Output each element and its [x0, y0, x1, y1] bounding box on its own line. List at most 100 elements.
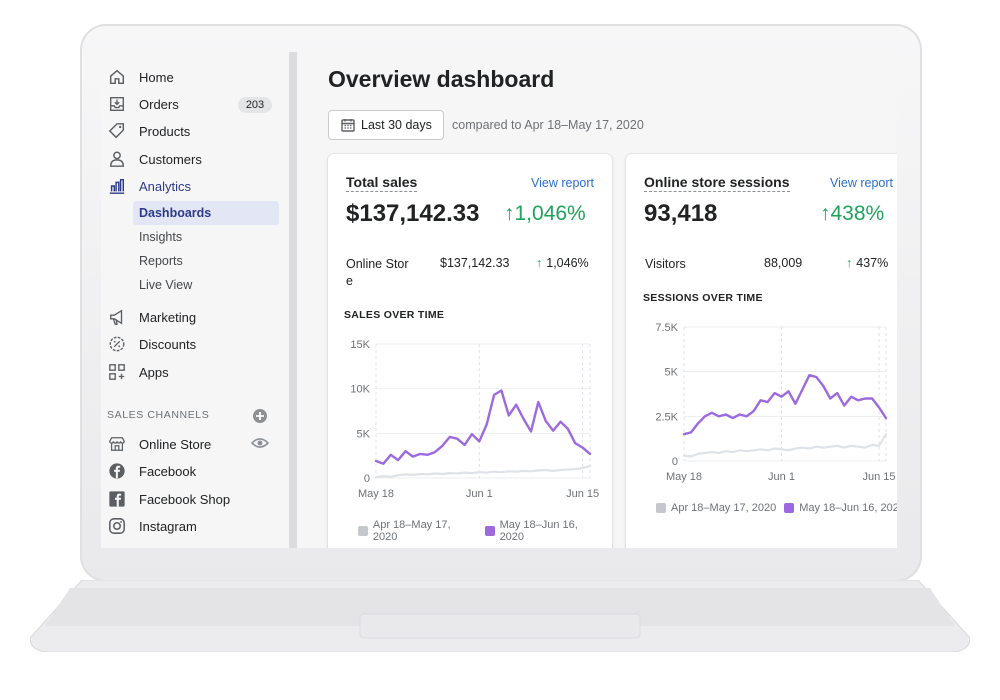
tag-icon: [107, 121, 127, 141]
sidebar-subitem-insights[interactable]: Insights: [139, 230, 183, 244]
page-title: Overview dashboard: [328, 66, 555, 92]
sidebar-scrollbar[interactable]: [289, 52, 297, 548]
calendar-icon: [341, 119, 355, 132]
sidebar-item-label: Instagram: [139, 518, 197, 534]
sidebar-subitem-dashboards[interactable]: Dashboards: [133, 201, 279, 225]
sidebar-item-label: Home: [139, 69, 174, 85]
y-tick-label: 0: [672, 456, 678, 468]
sidebar-item-facebook-shop[interactable]: Facebook Shop: [107, 487, 230, 511]
up-arrow-icon: ↑: [536, 256, 543, 270]
sidebar: Home Orders 203 Products Customers Analy…: [101, 52, 297, 548]
date-range-label: Last 30 days: [361, 118, 432, 132]
breakdown-label-line2: e: [346, 274, 353, 288]
sidebar-item-customers[interactable]: Customers: [107, 147, 202, 171]
view-report-link[interactable]: View report: [830, 176, 893, 190]
eye-icon[interactable]: [250, 436, 270, 450]
up-arrow-icon: ↑: [846, 256, 853, 270]
orders-icon: [107, 94, 127, 114]
add-channel-icon[interactable]: [253, 409, 267, 423]
total-sales-change: ↑1,046%: [504, 202, 586, 226]
sidebar-item-label: Discounts: [139, 336, 197, 352]
up-arrow-icon: ↑: [820, 202, 831, 225]
change-value: 437%: [856, 256, 889, 270]
discount-icon: [107, 334, 127, 354]
view-report-link[interactable]: View report: [531, 176, 594, 190]
chart-legend: Apr 18–May 17, 2020 May 18–Jun 16, 2020: [656, 502, 897, 514]
sidebar-item-label: Products: [139, 123, 191, 139]
sidebar-item-orders[interactable]: Orders: [107, 92, 179, 116]
breakdown-label-line1: Online Stor: [346, 257, 409, 271]
sidebar-subitem-live-view[interactable]: Live View: [139, 278, 193, 292]
sidebar-item-apps[interactable]: Apps: [107, 360, 169, 384]
x-tick-label: Jun 15: [863, 471, 896, 483]
y-tick-label: 5K: [357, 428, 371, 440]
y-tick-label: 10K: [350, 384, 370, 396]
sidebar-item-online-store[interactable]: Online Store: [107, 432, 211, 456]
change-value: 1,046%: [546, 256, 589, 270]
sidebar-item-label: Facebook: [139, 463, 197, 479]
legend-item-current: May 18–Jun 16, 2020: [484, 519, 604, 543]
online-store-sessions-card: Online store sessions View report 93,418…: [626, 154, 897, 548]
date-range-button[interactable]: Last 30 days: [328, 110, 444, 140]
current-period-line: [374, 389, 592, 465]
screen: Home Orders 203 Products Customers Analy…: [101, 52, 897, 548]
analytics-icon: [107, 176, 127, 196]
sessions-change: ↑438%: [820, 202, 884, 226]
sessions-over-time-chart: 0 2.5K 5K 7.5K May 18 Jun 1 Jun 15: [655, 322, 896, 483]
breakdown-label: Online Stor e: [346, 256, 409, 290]
previous-period-line: [374, 464, 592, 479]
x-tick-label: Jun 15: [566, 488, 599, 500]
megaphone-icon: [107, 307, 127, 327]
sales-channels-heading: SALES CHANNELS: [107, 409, 210, 421]
legend-swatch: [358, 526, 368, 536]
legend-label: May 18–Jun 16, 2020: [499, 519, 578, 543]
sidebar-item-marketing[interactable]: Marketing: [107, 305, 196, 329]
breakdown-change: ↑ 437%: [846, 256, 888, 270]
legend-swatch: [784, 503, 795, 513]
breakdown-value: 88,009: [764, 256, 803, 270]
sidebar-item-label: Facebook Shop: [139, 491, 231, 507]
change-value: 438%: [830, 202, 885, 225]
total-sales-card: Total sales View report $137,142.33 ↑1,0…: [328, 154, 612, 548]
x-tick-label: Jun 1: [768, 471, 795, 483]
comparison-text: compared to Apr 18–May 17, 2020: [452, 118, 644, 132]
main-content: Overview dashboard Last 30 days compared…: [297, 52, 897, 548]
sidebar-item-label: Analytics: [139, 178, 192, 194]
y-tick-label: 0: [364, 473, 370, 485]
orders-count-badge: 203: [238, 97, 272, 113]
chart-title: SALES OVER TIME: [344, 309, 445, 321]
apps-icon: [107, 362, 127, 382]
x-tick-label: May 18: [666, 471, 702, 483]
x-tick-label: May 18: [358, 488, 394, 500]
legend-label: Apr 18–May 17, 2020: [372, 519, 451, 543]
breakdown-label: Visitors: [645, 257, 686, 271]
y-tick-label: 7.5K: [655, 322, 678, 334]
laptop-base: [30, 580, 970, 652]
sidebar-subitem-reports[interactable]: Reports: [139, 254, 183, 268]
legend-swatch: [484, 526, 495, 536]
up-arrow-icon: ↑: [504, 202, 515, 225]
card-title[interactable]: Total sales: [346, 174, 418, 192]
facebook-icon: [107, 461, 127, 481]
card-title[interactable]: Online store sessions: [644, 174, 790, 192]
legend-item-previous: Apr 18–May 17, 2020: [656, 502, 776, 514]
sidebar-item-facebook[interactable]: Facebook: [107, 459, 196, 483]
instagram-icon: [107, 516, 127, 536]
sidebar-item-label: Online Store: [139, 436, 212, 452]
sidebar-item-home[interactable]: Home: [107, 65, 174, 89]
sidebar-item-discounts[interactable]: Discounts: [107, 332, 196, 356]
previous-period-line: [682, 433, 888, 458]
sessions-value: 93,418: [644, 200, 718, 227]
sidebar-item-products[interactable]: Products: [107, 119, 190, 143]
change-value: 1,046%: [514, 202, 586, 225]
y-tick-label: 15K: [350, 339, 370, 351]
chart-legend: Apr 18–May 17, 2020 May 18–Jun 16, 2020: [358, 519, 612, 543]
sidebar-item-label: Apps: [139, 364, 169, 380]
legend-item-previous: Apr 18–May 17, 2020: [358, 519, 477, 543]
sales-over-time-chart: 0 5K 10K 15K May 18 Jun 1 Jun 15: [350, 339, 599, 500]
person-icon: [107, 149, 127, 169]
y-tick-label: 5K: [665, 367, 679, 379]
legend-label: Apr 18–May 17, 2020: [671, 502, 777, 514]
sidebar-item-analytics[interactable]: Analytics: [107, 174, 191, 198]
sidebar-item-instagram[interactable]: Instagram: [107, 514, 197, 538]
